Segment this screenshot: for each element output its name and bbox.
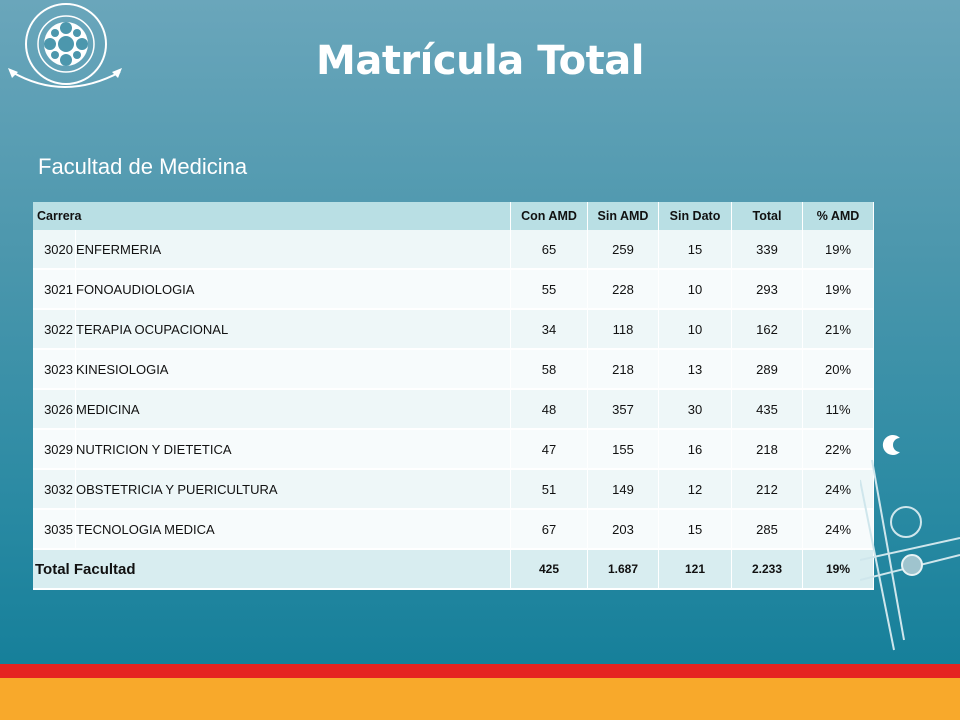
- page-title: Matrícula Total: [316, 38, 644, 84]
- footer-orange-band: [0, 678, 960, 720]
- table-row: 3035 TECNOLOGIA MEDICA 67 203 15 285 24%: [33, 509, 874, 550]
- row-code: 3020: [33, 230, 76, 270]
- header-carrera: Carrera: [33, 202, 511, 230]
- row-code: 3032: [33, 469, 76, 510]
- row-name: NUTRICION Y DIETETICA: [75, 429, 511, 470]
- row-con-amd: 47: [510, 429, 588, 470]
- row-total: 285: [731, 509, 803, 550]
- table-header-row: Carrera Con AMD Sin AMD Sin Dato Total %…: [33, 202, 874, 230]
- table-row: 3029 NUTRICION Y DIETETICA 47 155 16 218…: [33, 429, 874, 470]
- total-sin-dato: 121: [658, 549, 732, 590]
- row-name: FONOAUDIOLOGIA: [75, 269, 511, 310]
- row-name: KINESIOLOGIA: [75, 349, 511, 390]
- row-pct-amd: 20%: [802, 349, 874, 390]
- header-total: Total: [731, 202, 803, 230]
- row-pct-amd: 24%: [802, 509, 874, 550]
- row-pct-amd: 22%: [802, 429, 874, 470]
- row-sin-amd: 203: [587, 509, 659, 550]
- circle-outline: [890, 506, 922, 538]
- row-sin-dato: 16: [658, 429, 732, 470]
- row-code: 3029: [33, 429, 76, 470]
- row-code: 3023: [33, 349, 76, 390]
- total-row: Total Facultad 425 1.687 121 2.233 19%: [33, 549, 874, 590]
- row-total: 212: [731, 469, 803, 510]
- total-label: Total Facultad: [33, 549, 511, 590]
- total-pct-amd: 19%: [802, 549, 874, 590]
- row-sin-dato: 15: [658, 509, 732, 550]
- row-total: 435: [731, 389, 803, 430]
- row-sin-amd: 118: [587, 309, 659, 350]
- table-row: 3022 TERAPIA OCUPACIONAL 34 118 10 162 2…: [33, 309, 874, 350]
- table-row: 3023 KINESIOLOGIA 58 218 13 289 20%: [33, 349, 874, 390]
- header-pct-amd: % AMD: [802, 202, 874, 230]
- table-row: 3020 ENFERMERIA 65 259 15 339 19%: [33, 230, 874, 270]
- row-total: 162: [731, 309, 803, 350]
- row-total: 293: [731, 269, 803, 310]
- row-sin-dato: 10: [658, 309, 732, 350]
- row-code: 3022: [33, 309, 76, 350]
- row-pct-amd: 19%: [802, 230, 874, 270]
- row-con-amd: 65: [510, 230, 588, 270]
- row-pct-amd: 11%: [802, 389, 874, 430]
- circle-filled: [901, 554, 923, 576]
- row-name: OBSTETRICIA Y PUERICULTURA: [75, 469, 511, 510]
- row-sin-amd: 149: [587, 469, 659, 510]
- header-sin-dato: Sin Dato: [658, 202, 732, 230]
- row-con-amd: 48: [510, 389, 588, 430]
- row-con-amd: 67: [510, 509, 588, 550]
- row-pct-amd: 21%: [802, 309, 874, 350]
- row-name: TERAPIA OCUPACIONAL: [75, 309, 511, 350]
- header-sin-amd: Sin AMD: [587, 202, 659, 230]
- row-con-amd: 58: [510, 349, 588, 390]
- row-code: 3026: [33, 389, 76, 430]
- table-row: 3032 OBSTETRICIA Y PUERICULTURA 51 149 1…: [33, 469, 874, 510]
- crescent-icon: [882, 435, 900, 455]
- row-sin-amd: 259: [587, 230, 659, 270]
- row-con-amd: 55: [510, 269, 588, 310]
- total-con-amd: 425: [510, 549, 588, 590]
- total-sin-amd: 1.687: [587, 549, 659, 590]
- row-sin-amd: 218: [587, 349, 659, 390]
- row-sin-dato: 13: [658, 349, 732, 390]
- row-con-amd: 51: [510, 469, 588, 510]
- row-total: 289: [731, 349, 803, 390]
- row-code: 3035: [33, 509, 76, 550]
- total-total: 2.233: [731, 549, 803, 590]
- row-code: 3021: [33, 269, 76, 310]
- row-sin-dato: 10: [658, 269, 732, 310]
- table-row: 3021 FONOAUDIOLOGIA 55 228 10 293 19%: [33, 269, 874, 310]
- row-sin-amd: 357: [587, 389, 659, 430]
- row-name: TECNOLOGIA MEDICA: [75, 509, 511, 550]
- decorative-lines: [860, 435, 960, 651]
- row-sin-dato: 15: [658, 230, 732, 270]
- row-total: 339: [731, 230, 803, 270]
- row-pct-amd: 19%: [802, 269, 874, 310]
- footer-red-band: [0, 664, 960, 678]
- row-sin-dato: 30: [658, 389, 732, 430]
- row-total: 218: [731, 429, 803, 470]
- row-name: ENFERMERIA: [75, 230, 511, 270]
- university-logo: [8, 3, 122, 88]
- row-sin-dato: 12: [658, 469, 732, 510]
- row-sin-amd: 155: [587, 429, 659, 470]
- table-row: 3026 MEDICINA 48 357 30 435 11%: [33, 389, 874, 430]
- row-sin-amd: 228: [587, 269, 659, 310]
- header-con-amd: Con AMD: [510, 202, 588, 230]
- row-con-amd: 34: [510, 309, 588, 350]
- enrollment-table: Carrera Con AMD Sin AMD Sin Dato Total %…: [33, 202, 874, 590]
- faculty-subtitle: Facultad de Medicina: [38, 154, 248, 179]
- row-name: MEDICINA: [75, 389, 511, 430]
